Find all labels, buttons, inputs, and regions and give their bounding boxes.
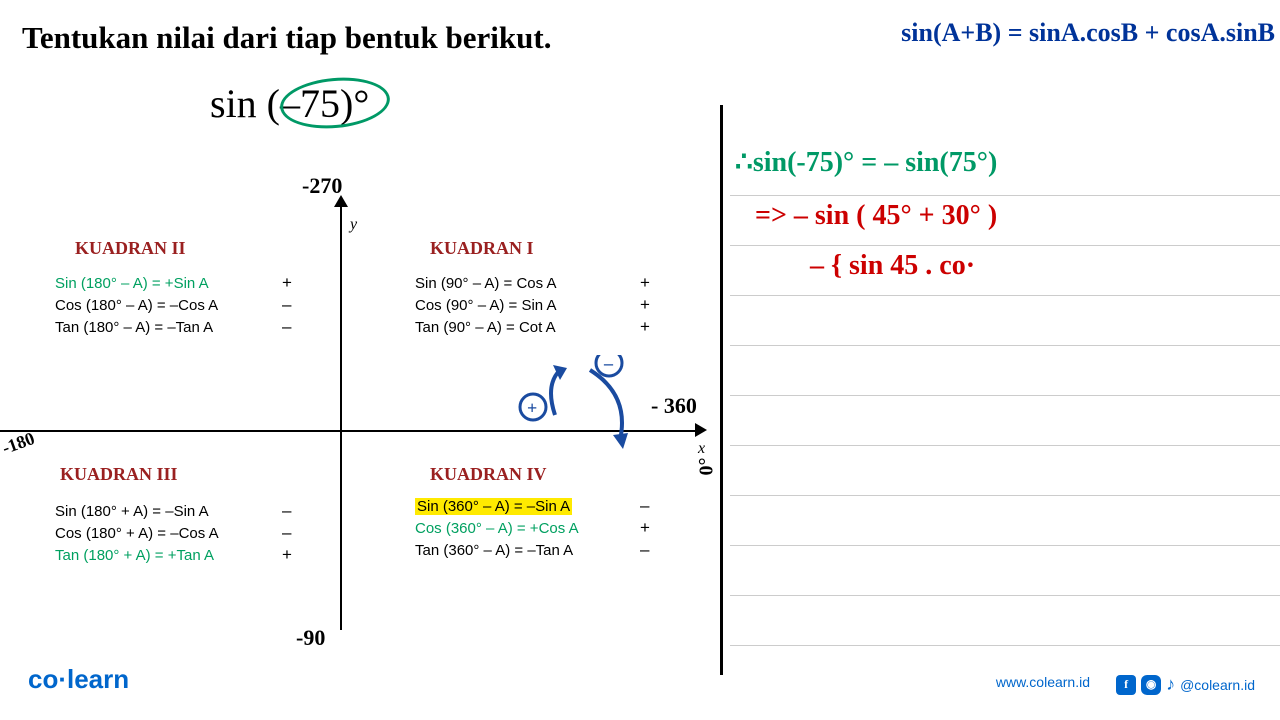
q3-sign-2: – (282, 523, 291, 543)
y-label: y (350, 216, 357, 234)
facebook-icon: f (1116, 675, 1136, 695)
quadrant-1-title: KUADRAN I (430, 238, 534, 259)
brand-logo: co·learn (28, 664, 129, 695)
q4-line-2: Cos (360° – A) = +Cos A (415, 520, 579, 537)
x-label: x (698, 440, 705, 458)
ruled-line (730, 345, 1280, 346)
q3-sign-1: – (282, 501, 291, 521)
q4-sign-1: – (640, 496, 649, 516)
label-right: - 360 (651, 393, 697, 419)
quadrant-3-title: KUADRAN III (60, 464, 178, 485)
q1-line-1: Sin (90° – A) = Cos A (415, 275, 557, 292)
ruled-line (730, 495, 1280, 496)
y-axis (340, 200, 342, 630)
label-zero: 0° (696, 458, 719, 476)
work-line-2: => – sin ( 45° + 30° ) (755, 200, 997, 232)
q2-line-2: Cos (180° – A) = –Cos A (55, 297, 218, 314)
q4-line-3: Tan (360° – A) = –Tan A (415, 542, 573, 559)
q1-line-3: Tan (90° – A) = Cot A (415, 319, 556, 336)
social-handle: @colearn.id (1180, 677, 1255, 693)
tiktok-icon: ♪ (1166, 674, 1175, 695)
ruled-line (730, 245, 1280, 246)
q2-line-3: Tan (180° – A) = –Tan A (55, 319, 213, 336)
label-bottom: -90 (296, 625, 325, 651)
ruled-line (730, 195, 1280, 196)
social-links: f ◉ ♪ @colearn.id (1116, 674, 1255, 695)
ruled-line (730, 545, 1280, 546)
work-line-3: – { sin 45 . co· (810, 250, 975, 282)
work-line-1: ∴sin(-75)° = – sin(75°) (735, 145, 997, 179)
ruled-line (730, 295, 1280, 296)
rotation-arrows: + – (505, 355, 655, 465)
q3-line-2: Cos (180° + A) = –Cos A (55, 525, 219, 542)
quadrant-2-title: KUADRAN II (75, 238, 186, 259)
website-url: www.colearn.id (996, 674, 1090, 690)
vertical-divider (720, 105, 723, 675)
page-title: Tentukan nilai dari tiap bentuk berikut. (22, 20, 551, 56)
q2-sign-1: + (282, 273, 292, 293)
label-top: -270 (302, 173, 342, 199)
q2-sign-2: – (282, 295, 291, 315)
ruled-line (730, 645, 1280, 646)
q3-line-3: Tan (180° + A) = +Tan A (55, 547, 214, 564)
q1-sign-3: + (640, 317, 650, 337)
ruled-line (730, 445, 1280, 446)
q3-sign-3: + (282, 545, 292, 565)
x-axis-arrow (695, 423, 707, 437)
q2-sign-3: – (282, 317, 291, 337)
q4-line-1: Sin (360° – A) = –Sin A (415, 498, 572, 515)
ruled-line (730, 595, 1280, 596)
quadrant-4-title: KUADRAN IV (430, 464, 547, 485)
q1-sign-1: + (640, 273, 650, 293)
q1-sign-2: + (640, 295, 650, 315)
q3-line-1: Sin (180° + A) = –Sin A (55, 503, 209, 520)
ruled-line (730, 395, 1280, 396)
label-left: -180 (0, 428, 38, 459)
svg-text:+: + (527, 398, 537, 418)
svg-text:–: – (603, 355, 614, 373)
sum-formula: sin(A+B) = sinA.cosB + cosA.sinB (901, 18, 1275, 48)
q4-sign-2: + (640, 518, 650, 538)
q1-line-2: Cos (90° – A) = Sin A (415, 297, 557, 314)
instagram-icon: ◉ (1141, 675, 1161, 695)
q4-sign-3: – (640, 540, 649, 560)
q2-line-1: Sin (180° – A) = +Sin A (55, 275, 209, 292)
